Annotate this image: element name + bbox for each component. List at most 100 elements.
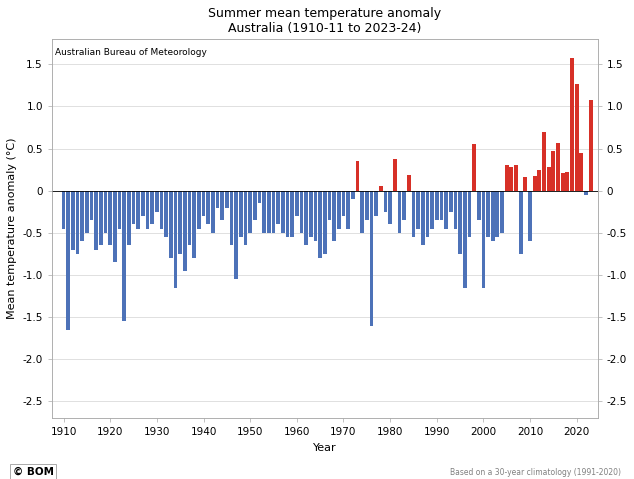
Bar xyxy=(183,191,186,271)
Bar xyxy=(85,191,89,233)
Bar xyxy=(566,172,569,191)
Text: © BOM: © BOM xyxy=(13,467,54,477)
Bar xyxy=(346,191,350,228)
Bar xyxy=(89,191,93,220)
Bar xyxy=(197,191,201,228)
Bar xyxy=(360,191,364,233)
Bar xyxy=(500,191,504,233)
Bar xyxy=(314,191,317,241)
Bar xyxy=(524,177,527,191)
Bar xyxy=(290,191,294,237)
Bar xyxy=(253,191,257,220)
Bar xyxy=(118,191,121,228)
Bar xyxy=(127,191,131,245)
Bar xyxy=(496,191,499,237)
Bar xyxy=(570,58,574,191)
Bar xyxy=(579,153,583,191)
Text: Australian Bureau of Meteorology: Australian Bureau of Meteorology xyxy=(55,48,207,57)
Bar xyxy=(108,191,112,245)
Bar xyxy=(276,191,280,224)
Text: Based on a 30-year climatology (1991-2020): Based on a 30-year climatology (1991-202… xyxy=(450,468,621,477)
Bar xyxy=(220,191,224,220)
Bar xyxy=(216,191,219,207)
Bar xyxy=(575,83,579,191)
Bar xyxy=(300,191,303,233)
Bar xyxy=(416,191,420,228)
Bar xyxy=(514,165,518,191)
Bar xyxy=(379,186,382,191)
Bar xyxy=(374,191,378,216)
Bar xyxy=(435,191,439,220)
Bar xyxy=(94,191,98,250)
Bar xyxy=(239,191,243,237)
Bar xyxy=(174,191,178,287)
Bar xyxy=(323,191,327,254)
Bar xyxy=(402,191,406,220)
Bar xyxy=(556,143,560,191)
Bar xyxy=(164,191,168,237)
Bar xyxy=(281,191,285,233)
Bar xyxy=(411,191,415,237)
Bar xyxy=(589,101,593,191)
Bar xyxy=(249,191,252,233)
Bar xyxy=(486,191,490,237)
Bar xyxy=(393,159,397,191)
Title: Summer mean temperature anomaly
Australia (1910-11 to 2023-24): Summer mean temperature anomaly Australi… xyxy=(208,7,441,35)
Bar xyxy=(425,191,429,237)
Bar xyxy=(99,191,103,245)
Bar xyxy=(481,191,485,287)
Bar xyxy=(150,191,154,224)
Bar xyxy=(472,144,476,191)
Bar xyxy=(542,133,546,191)
Bar xyxy=(467,191,471,237)
Bar xyxy=(370,191,373,326)
Bar xyxy=(407,175,411,191)
Bar xyxy=(67,191,70,330)
Bar xyxy=(136,191,140,228)
Bar xyxy=(318,191,322,258)
Bar xyxy=(295,191,299,216)
Bar xyxy=(439,191,443,220)
Bar xyxy=(463,191,467,287)
Bar xyxy=(510,167,514,191)
Bar xyxy=(547,167,550,191)
Bar xyxy=(132,191,136,224)
Bar xyxy=(477,191,481,220)
Bar xyxy=(528,191,532,241)
Bar xyxy=(155,191,158,212)
Bar xyxy=(267,191,271,233)
Bar xyxy=(81,191,84,241)
Bar xyxy=(328,191,332,220)
Bar xyxy=(505,165,508,191)
Bar xyxy=(113,191,117,262)
Bar xyxy=(491,191,495,241)
Bar xyxy=(351,191,354,199)
Bar xyxy=(243,191,247,245)
Bar xyxy=(141,191,145,216)
Bar xyxy=(561,173,564,191)
Bar xyxy=(453,191,457,228)
Bar xyxy=(449,191,453,212)
Bar xyxy=(337,191,340,228)
Bar xyxy=(61,191,65,228)
Bar xyxy=(421,191,425,245)
Bar xyxy=(188,191,191,245)
Bar xyxy=(365,191,368,220)
X-axis label: Year: Year xyxy=(313,443,337,453)
Bar xyxy=(230,191,233,245)
Bar xyxy=(192,191,196,258)
Bar xyxy=(257,191,261,203)
Bar xyxy=(285,191,289,237)
Bar xyxy=(146,191,150,228)
Bar xyxy=(71,191,75,250)
Bar xyxy=(519,191,522,254)
Bar xyxy=(211,191,215,233)
Bar xyxy=(332,191,336,241)
Bar xyxy=(169,191,172,258)
Bar xyxy=(356,161,359,191)
Bar xyxy=(206,191,210,224)
Bar xyxy=(388,191,392,224)
Bar xyxy=(444,191,448,228)
Bar xyxy=(225,191,229,207)
Y-axis label: Mean temperature anomaly (°C): Mean temperature anomaly (°C) xyxy=(7,138,17,319)
